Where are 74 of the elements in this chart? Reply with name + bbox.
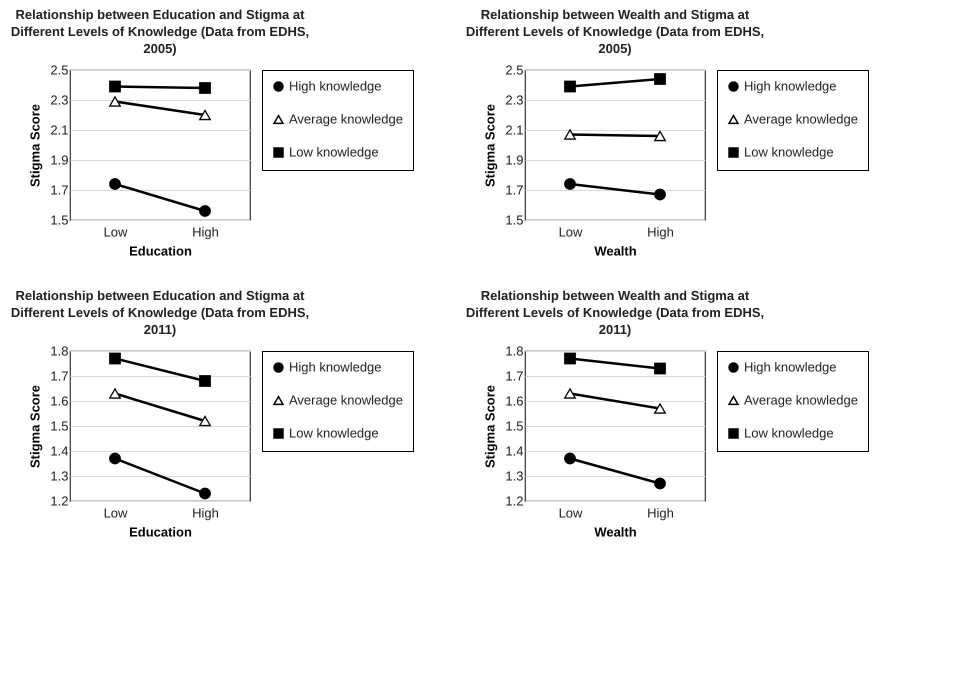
y-tick-label: 1.8 <box>50 344 68 358</box>
chart-title: Relationship between Wealth and Stigma at Different Levels of Knowledge (Data from EDHS, 2011) <box>466 288 764 337</box>
y-tick-label: 1.4 <box>50 444 68 458</box>
x-tick-label: Low <box>558 224 584 240</box>
point <box>654 362 666 374</box>
point <box>199 205 211 217</box>
y-axis-title: Stigma Score <box>27 384 42 468</box>
x-axis-title: Education <box>129 524 192 540</box>
point <box>564 178 576 190</box>
x-axis-title: Wealth <box>594 524 637 540</box>
x-axis-title: Wealth <box>594 244 637 258</box>
legend-label: High knowledge <box>289 360 382 374</box>
x-tick-label: High <box>647 224 674 240</box>
x-tick-label: High <box>192 224 219 240</box>
legend-label: Average knowledge <box>289 392 403 408</box>
point <box>199 488 211 500</box>
legend-label: Average knowledge <box>289 112 403 126</box>
point <box>564 352 576 364</box>
y-tick-label: 2.5 <box>505 62 524 78</box>
point <box>654 73 666 85</box>
point <box>109 178 121 190</box>
y-tick-label: 1.3 <box>50 468 68 484</box>
y-tick-label: 1.7 <box>50 368 68 384</box>
legend-label: Low knowledge <box>744 426 834 440</box>
y-tick-label: 1.5 <box>50 212 68 228</box>
legend-label: Average knowledge <box>744 392 858 408</box>
y-tick-label: 1.8 <box>505 344 524 358</box>
x-tick-label: Low <box>558 506 584 520</box>
y-tick-label: 1.7 <box>505 182 524 198</box>
chart-title: Relationship between Wealth and Stigma at Different Levels of Knowledge (Data from EDHS, 2005) <box>466 7 764 56</box>
point <box>109 352 121 364</box>
y-tick-label: 2.5 <box>50 62 68 78</box>
y-tick-label: 2.3 <box>50 92 68 108</box>
point <box>199 82 211 94</box>
point <box>654 478 666 490</box>
point <box>564 80 576 92</box>
y-tick-label: 1.5 <box>505 418 524 434</box>
x-axis-title: Education <box>129 244 192 258</box>
point <box>654 188 666 200</box>
legend-label: Average knowledge <box>744 112 858 126</box>
x-tick-label: Low <box>104 506 128 520</box>
y-tick-label: 1.5 <box>505 212 524 228</box>
point <box>109 452 121 464</box>
y-tick-label: 1.3 <box>505 468 524 484</box>
y-tick-label: 1.9 <box>50 152 68 168</box>
y-tick-label: 1.2 <box>50 494 68 508</box>
y-tick-label: 1.6 <box>505 394 524 408</box>
y-tick-label: 1.7 <box>505 368 524 384</box>
y-tick-label: 2.1 <box>50 122 68 138</box>
point <box>199 375 211 387</box>
y-axis-title: Stigma Score <box>482 104 498 188</box>
y-tick-label: 1.2 <box>505 494 524 508</box>
y-tick-label: 1.9 <box>505 152 524 168</box>
legend-label: Low knowledge <box>744 144 834 160</box>
legend-label: Low knowledge <box>289 426 379 440</box>
y-axis-title: Stigma Score <box>482 384 498 468</box>
x-tick-label: High <box>192 506 219 520</box>
legend-label: High knowledge <box>744 360 837 374</box>
point <box>564 452 576 464</box>
x-tick-label: Low <box>104 224 128 240</box>
legend-label: Low knowledge <box>289 144 379 160</box>
y-tick-label: 1.6 <box>50 394 68 408</box>
y-tick-label: 2.3 <box>505 92 524 108</box>
x-tick-label: High <box>647 506 674 520</box>
legend-label: High knowledge <box>744 78 837 94</box>
point <box>109 80 121 92</box>
chart-title: Relationship between Education and Stigma at Different Levels of Knowledge (Data from EDHS, 2011) <box>10 288 310 337</box>
y-tick-label: 1.5 <box>50 418 68 434</box>
chart-title: Relationship between Education and Stigma at Different Levels of Knowledge (Data from EDHS, 2005) <box>10 7 310 56</box>
y-tick-label: 2.1 <box>505 122 524 138</box>
y-tick-label: 1.4 <box>505 444 524 458</box>
y-tick-label: 1.7 <box>50 182 68 198</box>
legend-label: High knowledge <box>289 78 382 94</box>
y-axis-title: Stigma Score <box>27 104 42 188</box>
